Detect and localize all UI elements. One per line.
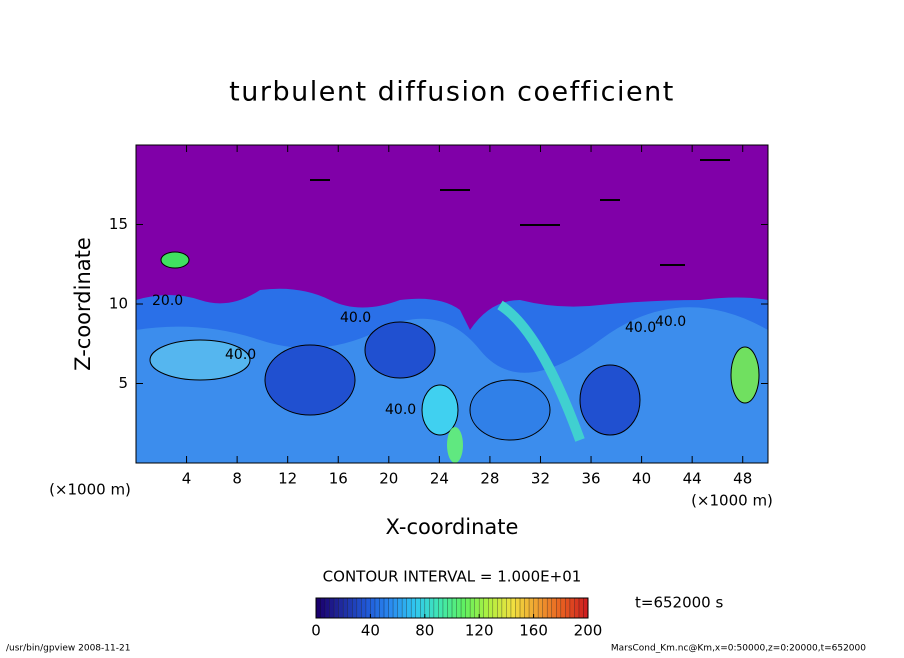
y-tick-label: 5 bbox=[118, 374, 128, 392]
colorbar-cell bbox=[497, 598, 502, 618]
contour-label: 20.0 bbox=[152, 293, 183, 309]
contour-label: 40.0 bbox=[625, 320, 656, 336]
colorbar-cell bbox=[501, 598, 507, 618]
time-label: t=652000 s bbox=[635, 594, 723, 612]
colorbar-cell bbox=[547, 598, 552, 618]
x-tick-label: 20 bbox=[379, 470, 398, 488]
y-tick-label: 10 bbox=[109, 295, 128, 313]
colorbar-cell bbox=[465, 598, 471, 618]
colorbar-cell bbox=[374, 598, 380, 618]
colorbar-cell bbox=[438, 598, 443, 618]
colorbar-cell bbox=[479, 598, 484, 618]
colorbar-cell bbox=[379, 598, 384, 618]
colorbar-cell bbox=[470, 598, 475, 618]
colorbar-cell bbox=[411, 598, 416, 618]
colorbar-cell bbox=[456, 598, 462, 618]
colorbar-tick-label: 40 bbox=[361, 622, 380, 640]
colorbar-tick-label: 80 bbox=[415, 622, 434, 640]
x-tick-label: 44 bbox=[683, 470, 702, 488]
colorbar-cell bbox=[402, 598, 407, 618]
colorbar-cell bbox=[520, 598, 525, 618]
colorbar-tick-label: 200 bbox=[574, 622, 603, 640]
colorbar-cell bbox=[506, 598, 511, 618]
colorbar-cell bbox=[551, 598, 557, 618]
colorbar-cell bbox=[442, 598, 448, 618]
colorbar-cell bbox=[542, 598, 548, 618]
colorbar-tick-label: 160 bbox=[519, 622, 548, 640]
colorbar-cell bbox=[356, 598, 362, 618]
colorbar-cell bbox=[361, 598, 366, 618]
colorbar-cell bbox=[452, 598, 457, 618]
colorbar-frame bbox=[315, 597, 589, 619]
colorbar-cell bbox=[556, 598, 561, 618]
colorbar-cell bbox=[565, 598, 570, 618]
x-tick-label: 32 bbox=[531, 470, 550, 488]
colorbar-cell bbox=[538, 598, 543, 618]
x-unit: (×1000 m) bbox=[49, 481, 131, 499]
x-tick-label: 8 bbox=[232, 470, 242, 488]
colorbar-cell bbox=[524, 598, 530, 618]
colorbar-cell bbox=[533, 598, 539, 618]
colorbar-cell bbox=[397, 598, 403, 618]
footer-left: /usr/bin/gpview 2008-11-21 bbox=[6, 644, 130, 654]
y-axis-label: Z-coordinate bbox=[71, 237, 95, 371]
x-tick-label: 24 bbox=[430, 470, 449, 488]
colorbar-cell bbox=[393, 598, 398, 618]
field bbox=[136, 145, 768, 463]
x-axis-label: X-coordinate bbox=[386, 515, 519, 539]
x-tick-label: 16 bbox=[329, 470, 348, 488]
colorbar-cell bbox=[569, 598, 575, 618]
colorbar-cell bbox=[560, 598, 566, 618]
colorbar-cell bbox=[447, 598, 452, 618]
colorbar-cell bbox=[415, 598, 421, 618]
contour-label: 40.0 bbox=[385, 402, 416, 418]
colorbar-cell bbox=[483, 598, 489, 618]
contour-interval: CONTOUR INTERVAL = 1.000E+01 bbox=[323, 568, 582, 586]
colorbar-cell bbox=[406, 598, 412, 618]
y-tick-label: 15 bbox=[109, 215, 128, 233]
contour-label: 40.0 bbox=[655, 314, 686, 330]
x-tick-label: 4 bbox=[182, 470, 192, 488]
colorbar-cell bbox=[316, 598, 321, 618]
colorbar-cell bbox=[320, 598, 326, 618]
colorbar-cell bbox=[420, 598, 425, 618]
colorbar-cell bbox=[365, 598, 371, 618]
colorbar-cell bbox=[578, 598, 584, 618]
x-tick-label: 28 bbox=[480, 470, 499, 488]
x-tick-label: 40 bbox=[632, 470, 651, 488]
chart-title: turbulent diffusion coefficient bbox=[229, 77, 675, 108]
colorbar-cell bbox=[334, 598, 339, 618]
colorbar-cell bbox=[474, 598, 480, 618]
x-tick-label: 48 bbox=[733, 470, 752, 488]
contour-label: 40.0 bbox=[225, 347, 256, 363]
colorbar-tick-label: 0 bbox=[311, 622, 321, 640]
colorbar-cell bbox=[583, 598, 588, 618]
colorbar-cell bbox=[343, 598, 348, 618]
colorbar-cell bbox=[492, 598, 498, 618]
colorbar-cell bbox=[574, 598, 579, 618]
colorbar-cell bbox=[429, 598, 434, 618]
colorbar-cell bbox=[338, 598, 344, 618]
colorbar-cell bbox=[424, 598, 430, 618]
colorbar-cell bbox=[515, 598, 520, 618]
colorbar-cell bbox=[352, 598, 357, 618]
colorbar-cell bbox=[384, 598, 389, 618]
contour-label: 40.0 bbox=[340, 310, 371, 326]
colorbar-cell bbox=[510, 598, 516, 618]
colorbar-cell bbox=[461, 598, 466, 618]
colorbar-cell bbox=[388, 598, 394, 618]
colorbar-cell bbox=[325, 598, 330, 618]
x-tick-label: 12 bbox=[278, 470, 297, 488]
colorbar-cell bbox=[433, 598, 439, 618]
colorbar-cell bbox=[370, 598, 375, 618]
footer-right: MarsCond_Km.nc@Km,x=0:50000,z=0:20000,t=… bbox=[611, 644, 866, 654]
colorbar-cell bbox=[529, 598, 534, 618]
colorbar-cell bbox=[329, 598, 335, 618]
x-unit: (×1000 m) bbox=[691, 492, 773, 510]
colorbar-cell bbox=[488, 598, 493, 618]
x-tick-label: 36 bbox=[581, 470, 600, 488]
colorbar-cell bbox=[347, 598, 353, 618]
colorbar-tick-label: 120 bbox=[465, 622, 494, 640]
